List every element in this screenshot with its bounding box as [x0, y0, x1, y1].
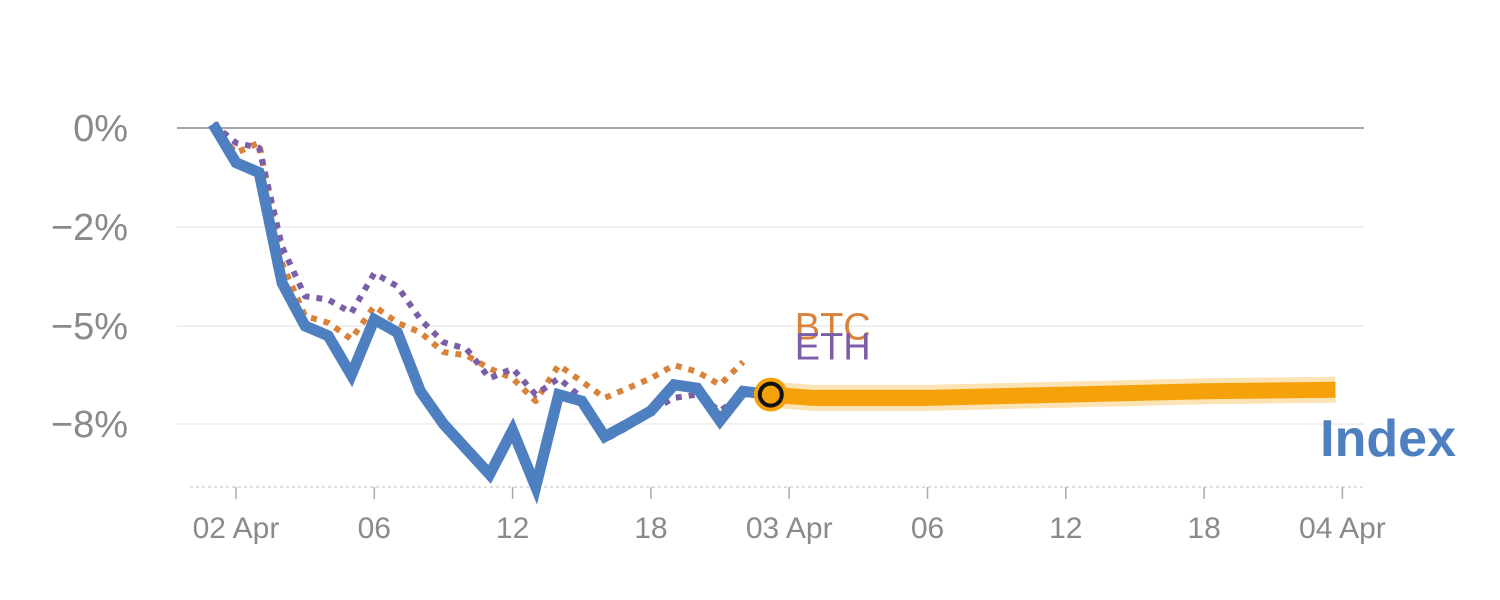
btc-line [210, 124, 746, 405]
series-lines [208, 121, 772, 505]
current-marker [757, 381, 784, 408]
x-tick-label: 18 [1187, 512, 1220, 545]
projection-line [770, 381, 1336, 406]
x-axis: 02 Apr 06 12 18 03 Apr 06 12 18 04 Apr [190, 486, 1386, 545]
x-tick-label: 12 [496, 512, 529, 545]
x-tick-label: 04 Apr [1299, 512, 1386, 545]
x-tick-label: 02 Apr [193, 512, 280, 545]
y-tick-label: −5% [51, 306, 128, 348]
x-tick-label: 18 [634, 512, 667, 545]
index-series-label: Index [1320, 410, 1456, 468]
y-tick-label: −8% [51, 404, 128, 446]
markers [753, 377, 788, 412]
x-tick-label: 06 [911, 512, 944, 545]
btc-series-label: BTC [795, 307, 871, 349]
eth-line [211, 121, 772, 443]
x-tick-label: 03 Apr [746, 512, 833, 545]
x-tick-label: 12 [1049, 512, 1082, 545]
eth-series-label: ETH [795, 327, 871, 369]
y-axis: 0% −2% −5% −8% [51, 108, 128, 446]
index-line [208, 121, 772, 505]
y-tick-label: −2% [51, 207, 128, 249]
x-tick-label: 06 [358, 512, 391, 545]
y-tick-label: 0% [73, 108, 128, 150]
projection [769, 376, 1336, 411]
